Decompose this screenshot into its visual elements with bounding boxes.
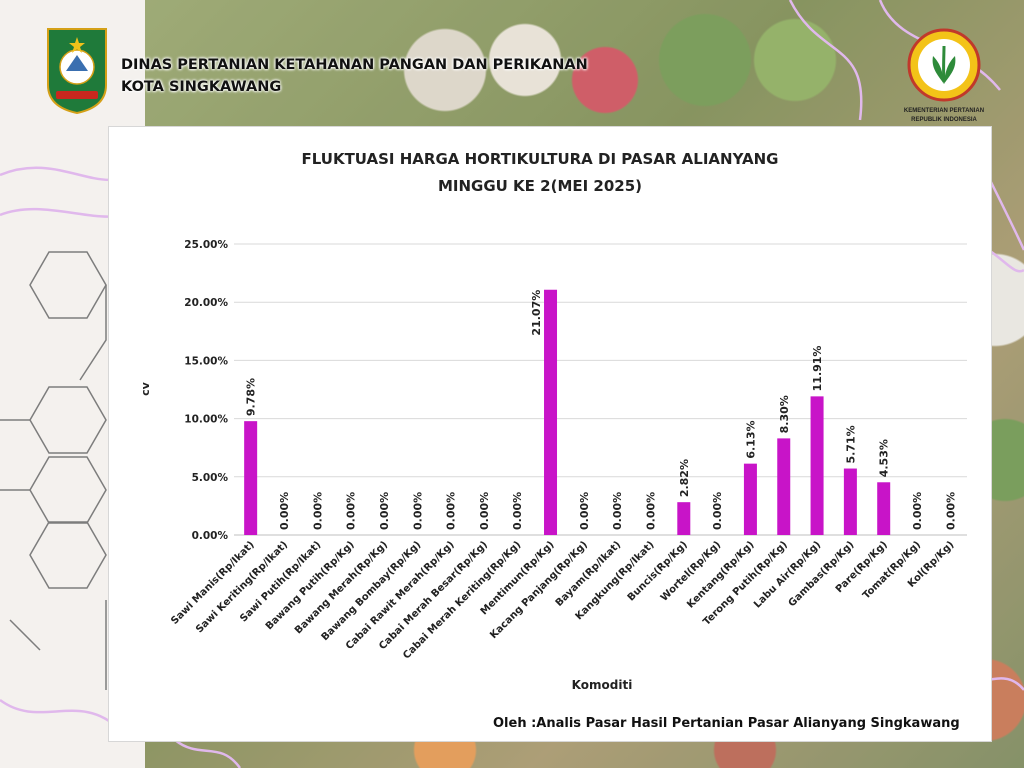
data-label: 0.00% [378, 492, 391, 530]
header-organization: DINAS PERTANIAN KETAHANAN PANGAN DAN PER… [121, 54, 588, 98]
data-label: 0.00% [911, 492, 924, 530]
bar [244, 421, 258, 535]
data-label: 0.00% [711, 492, 724, 530]
data-label: 8.30% [778, 395, 791, 433]
bar [544, 289, 558, 535]
y-tick-label: 5.00% [192, 472, 229, 484]
data-label: 2.82% [678, 459, 691, 497]
y-tick-label: 10.00% [184, 414, 228, 426]
data-label: 0.00% [478, 492, 491, 530]
bar [843, 468, 857, 535]
data-label: 21.07% [530, 290, 543, 336]
ministry-caption-line2: REPUBLIK INDONESIA [911, 117, 977, 123]
header-org-line2: KOTA SINGKAWANG [121, 79, 282, 95]
data-label: 0.00% [278, 492, 291, 530]
y-axis-label: cv [139, 381, 152, 396]
chart-card: FLUKTUASI HARGA HORTIKULTURA DI PASAR AL… [108, 126, 992, 742]
data-label: 0.00% [511, 492, 524, 530]
header-org-line1: DINAS PERTANIAN KETAHANAN PANGAN DAN PER… [121, 57, 588, 73]
ministry-emblem-icon [907, 28, 981, 102]
data-label: 0.00% [445, 492, 458, 530]
x-category-label: Wortel(Rp/Kg) [659, 539, 723, 603]
data-label: 6.13% [744, 420, 757, 458]
data-label: 9.78% [245, 378, 258, 416]
data-label: 0.00% [644, 492, 657, 530]
data-label: 4.53% [878, 439, 891, 477]
chart-title-line2: MINGGU KE 2(MEI 2025) [438, 177, 642, 195]
data-label: 0.00% [944, 492, 957, 530]
singkawang-city-emblem [47, 28, 107, 115]
bar [777, 438, 791, 535]
bar [677, 502, 691, 535]
data-label: 11.91% [811, 346, 824, 392]
footer-credit: Oleh :Analis Pasar Hasil Pertanian Pasar… [493, 716, 960, 731]
x-category-label: Cabai Merah Keriting(Rp/Kg) [401, 539, 523, 661]
bar [743, 463, 757, 535]
x-category-label: Buncis(Rp/Kg) [626, 539, 690, 603]
x-category-label: Tomat(Rp/Kg) [861, 539, 923, 601]
ministry-logo: KEMENTERIAN PERTANIAN REPUBLIK INDONESIA [898, 28, 990, 124]
bar [877, 482, 891, 535]
price-fluctuation-chart: FLUKTUASI HARGA HORTIKULTURA DI PASAR AL… [139, 150, 967, 692]
y-tick-label: 25.00% [184, 239, 228, 251]
y-tick-label: 15.00% [184, 355, 228, 367]
data-label: 0.00% [311, 492, 324, 530]
chart-title-line1: FLUKTUASI HARGA HORTIKULTURA DI PASAR AL… [302, 150, 779, 168]
x-axis-label: Komoditi [572, 678, 633, 692]
data-label: 0.00% [578, 492, 591, 530]
bar [810, 396, 824, 535]
data-label: 5.71% [844, 425, 857, 463]
y-tick-label: 20.00% [184, 297, 228, 309]
data-label: 0.00% [411, 492, 424, 530]
data-label: 0.00% [345, 492, 358, 530]
y-tick-label: 0.00% [192, 530, 229, 542]
data-label: 0.00% [611, 492, 624, 530]
ministry-caption-line1: KEMENTERIAN PERTANIAN [903, 108, 985, 114]
